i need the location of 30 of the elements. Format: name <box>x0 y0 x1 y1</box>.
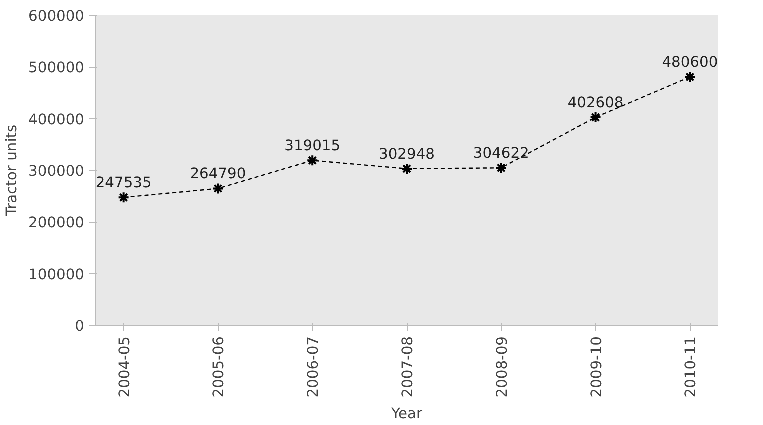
point <box>495 162 508 174</box>
x-tick-label: 2005-06 <box>210 336 228 398</box>
point <box>212 182 224 195</box>
point <box>401 162 413 175</box>
x-tick-label: 2004-05 <box>116 336 134 398</box>
y-axis-title: Tractor units <box>4 124 21 218</box>
x-tick-label: 2009-10 <box>588 336 606 398</box>
y-tick-label: 100000 <box>28 266 85 284</box>
point <box>590 111 602 124</box>
point <box>684 71 696 84</box>
y-tick-label: 500000 <box>28 60 85 77</box>
y-tick-label: 400000 <box>28 111 85 128</box>
y-tick-label: 0 <box>75 318 85 335</box>
data-label: 319015 <box>284 138 341 155</box>
x-tick-label: 2010-11 <box>682 336 700 398</box>
point <box>118 192 130 204</box>
y-tick-label: 200000 <box>28 214 85 232</box>
data-label: 304622 <box>473 145 530 162</box>
y-tick-label: 300000 <box>28 163 85 180</box>
x-tick-label: 2008-09 <box>494 336 511 398</box>
data-label: 264790 <box>190 166 246 183</box>
data-label: 302948 <box>379 146 435 163</box>
x-tick-label: 2007-08 <box>400 336 416 398</box>
data-label: 402608 <box>568 94 624 112</box>
data-label: 247535 <box>96 174 152 192</box>
y-tick-label: 600000 <box>28 8 85 25</box>
x-tick-label: 2006-07 <box>305 336 322 398</box>
point <box>306 154 319 167</box>
x-axis-title: Year <box>390 406 424 423</box>
data-label: 480600 <box>662 54 718 72</box>
